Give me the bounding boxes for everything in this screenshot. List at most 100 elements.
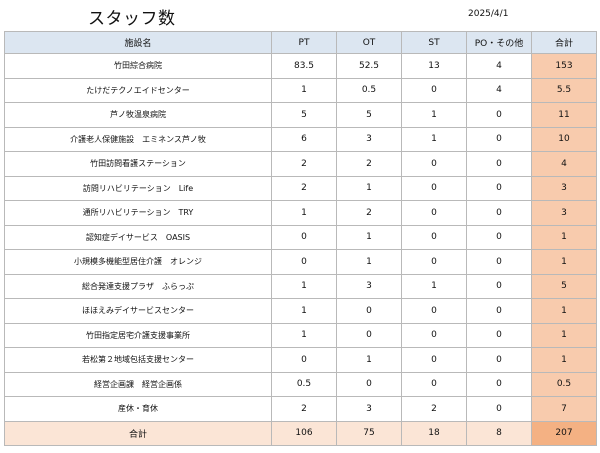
table-row: 竹田綜合病院 83.5 52.5 13 4 153 (4, 53, 597, 79)
cell-po-other: 0 (466, 298, 532, 324)
cell-po-other: 0 (466, 371, 532, 397)
facility-name: 認知症デイサービス OASIS (4, 224, 272, 250)
cell-pt: 0.5 (271, 371, 337, 397)
cell-pt: 1 (271, 77, 337, 103)
page-title: スタッフ数 (88, 9, 176, 29)
table-row: 経営企画課 経営企画係 0.5 0 0 0 0.5 (4, 371, 597, 397)
cell-total: 11 (531, 102, 597, 128)
facility-name: 竹田訪問看護ステーション (4, 151, 272, 177)
column-header-st: ST (401, 31, 467, 54)
table-row: 芦ノ牧温泉病院 5 5 1 0 11 (4, 102, 597, 128)
table-row: 若松第２地域包括支援センター 0 1 0 0 1 (4, 347, 597, 373)
cell-ot: 0 (336, 371, 402, 397)
table-row: 総合発達支援プラザ ふらっぷ 1 3 1 0 5 (4, 273, 597, 299)
cell-st: 0 (401, 77, 467, 103)
facility-name: 小規模多機能型居住介護 オレンジ (4, 249, 272, 275)
cell-total: 1 (531, 347, 597, 373)
cell-po-other: 0 (466, 273, 532, 299)
table-header-row: 施設名 PT OT ST PO・その他 合計 (4, 31, 597, 54)
cell-total: 153 (531, 53, 597, 79)
cell-ot: 3 (336, 273, 402, 299)
cell-total: 7 (531, 396, 597, 422)
cell-st: 2 (401, 396, 467, 422)
table-row: 産休・育休 2 3 2 0 7 (4, 396, 597, 422)
cell-po-other: 0 (466, 102, 532, 128)
cell-st: 1 (401, 273, 467, 299)
cell-pt: 1 (271, 298, 337, 324)
cell-po-other: 4 (466, 77, 532, 103)
cell-ot: 1 (336, 175, 402, 201)
cell-st: 13 (401, 53, 467, 79)
facility-name: 芦ノ牧温泉病院 (4, 102, 272, 128)
cell-po-other: 4 (466, 53, 532, 79)
table-row: 認知症デイサービス OASIS 0 1 0 0 1 (4, 224, 597, 250)
cell-st: 0 (401, 249, 467, 275)
cell-st: 0 (401, 347, 467, 373)
column-header-facility: 施設名 (4, 31, 272, 54)
sum-row: 合計 106 75 18 8 207 (4, 420, 597, 446)
cell-total: 1 (531, 322, 597, 348)
cell-pt: 83.5 (271, 53, 337, 79)
table-body: 竹田綜合病院 83.5 52.5 13 4 153 たけだテクノエイドセンター 1 0.5 0 4 5… (4, 53, 597, 422)
cell-st: 0 (401, 175, 467, 201)
cell-total: 1 (531, 224, 597, 250)
sum-ot: 75 (336, 420, 402, 446)
cell-st: 0 (401, 151, 467, 177)
facility-name: ほほえみデイサービスセンター (4, 298, 272, 324)
cell-pt: 2 (271, 175, 337, 201)
cell-po-other: 0 (466, 322, 532, 348)
cell-st: 1 (401, 102, 467, 128)
cell-ot: 3 (336, 126, 402, 152)
facility-name: たけだテクノエイドセンター (4, 77, 272, 103)
cell-po-other: 0 (466, 249, 532, 275)
report-date: 2025/4/1 (468, 9, 509, 19)
cell-ot: 1 (336, 249, 402, 275)
column-header-ot: OT (336, 31, 402, 54)
cell-total: 5 (531, 273, 597, 299)
cell-ot: 2 (336, 151, 402, 177)
cell-st: 0 (401, 371, 467, 397)
cell-po-other: 0 (466, 347, 532, 373)
table-row: 介護老人保健施設 エミネンス芦ノ牧 6 3 1 0 10 (4, 126, 597, 152)
cell-st: 0 (401, 224, 467, 250)
cell-pt: 0 (271, 249, 337, 275)
facility-name: 産休・育休 (4, 396, 272, 422)
cell-pt: 0 (271, 347, 337, 373)
facility-name: 若松第２地域包括支援センター (4, 347, 272, 373)
cell-po-other: 0 (466, 175, 532, 201)
cell-st: 0 (401, 298, 467, 324)
table-row: 竹田指定居宅介護支援事業所 1 0 0 0 1 (4, 322, 597, 348)
sum-po: 8 (466, 420, 532, 446)
cell-st: 0 (401, 200, 467, 226)
cell-ot: 5 (336, 102, 402, 128)
cell-po-other: 0 (466, 126, 532, 152)
table-row: たけだテクノエイドセンター 1 0.5 0 4 5.5 (4, 77, 597, 103)
facility-name: 介護老人保健施設 エミネンス芦ノ牧 (4, 126, 272, 152)
cell-pt: 0 (271, 224, 337, 250)
cell-total: 1 (531, 298, 597, 324)
table-row: 竹田訪問看護ステーション 2 2 0 0 4 (4, 151, 597, 177)
cell-st: 0 (401, 322, 467, 348)
cell-total: 1 (531, 249, 597, 275)
sum-pt: 106 (271, 420, 337, 446)
facility-name: 通所リハビリテーション TRY (4, 200, 272, 226)
cell-po-other: 0 (466, 151, 532, 177)
cell-total: 10 (531, 126, 597, 152)
facility-name: 総合発達支援プラザ ふらっぷ (4, 273, 272, 299)
cell-ot: 2 (336, 200, 402, 226)
cell-total: 3 (531, 175, 597, 201)
cell-po-other: 0 (466, 396, 532, 422)
column-header-pt: PT (271, 31, 337, 54)
facility-name: 経営企画課 経営企画係 (4, 371, 272, 397)
cell-ot: 52.5 (336, 53, 402, 79)
table-row: ほほえみデイサービスセンター 1 0 0 0 1 (4, 298, 597, 324)
cell-ot: 0.5 (336, 77, 402, 103)
cell-st: 1 (401, 126, 467, 152)
cell-pt: 2 (271, 151, 337, 177)
sum-st: 18 (401, 420, 467, 446)
column-header-total: 合計 (531, 31, 597, 54)
facility-name: 竹田綜合病院 (4, 53, 272, 79)
cell-total: 4 (531, 151, 597, 177)
cell-pt: 6 (271, 126, 337, 152)
cell-pt: 2 (271, 396, 337, 422)
